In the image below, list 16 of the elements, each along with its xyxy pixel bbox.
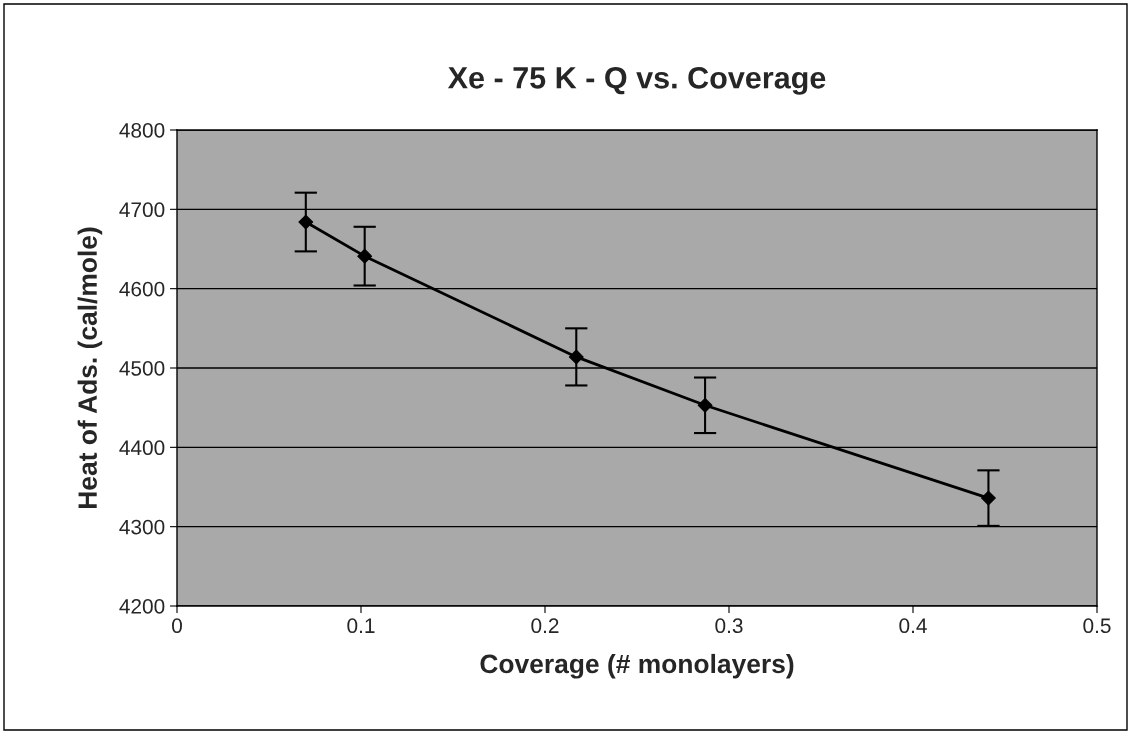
x-tick-label: 0.5 [1083,618,1111,634]
y-tick-label: 4400 [119,440,165,456]
y-tick-label: 4300 [119,519,165,535]
y-tick-label: 4700 [119,202,165,218]
x-tick-label: 0.1 [347,618,375,634]
x-tick-label: 0.4 [899,618,927,634]
chart-title: Xe - 75 K - Q vs. Coverage [447,67,826,95]
x-tick-label: 0.2 [531,618,559,634]
x-tick-label: 0 [172,618,182,634]
x-axis-title: Coverage (# monolayers) [480,653,794,679]
y-tick-label: 4200 [119,599,165,614]
y-tick-label: 4500 [119,361,165,376]
y-axis-title: Heat of Ads. (cal/mole) [77,227,103,508]
x-tick-label: 0.3 [715,618,743,634]
y-tick-label: 4600 [119,281,165,297]
y-tick-label: 4800 [119,123,165,138]
